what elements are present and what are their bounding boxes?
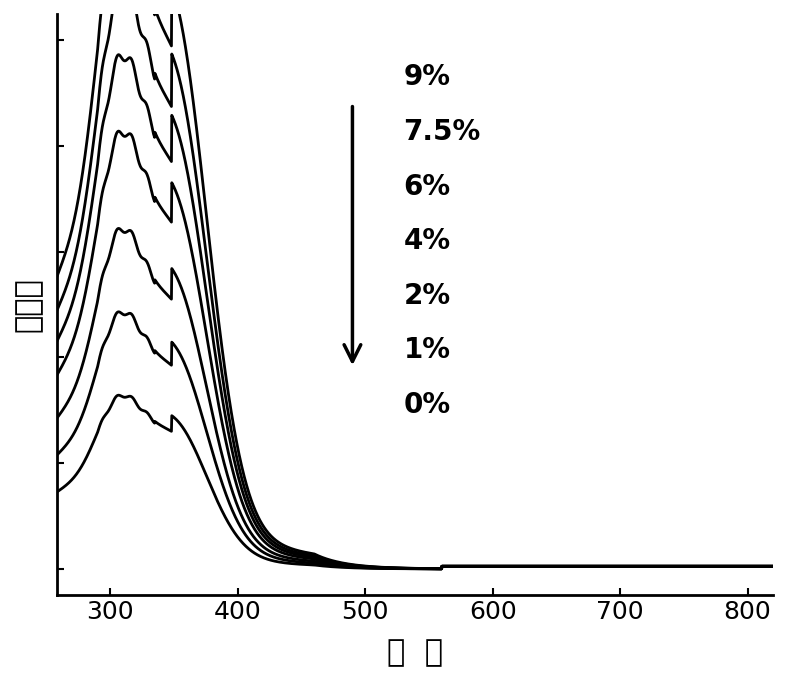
X-axis label: 波  长: 波 长	[387, 638, 443, 667]
Text: 4%: 4%	[403, 227, 451, 255]
Text: 0%: 0%	[403, 391, 451, 419]
Text: 1%: 1%	[403, 336, 451, 364]
Text: 7.5%: 7.5%	[403, 118, 481, 146]
Text: 9%: 9%	[403, 63, 451, 91]
Text: 6%: 6%	[403, 172, 451, 201]
Text: 2%: 2%	[403, 282, 451, 310]
Y-axis label: 吸光度: 吸光度	[14, 277, 43, 332]
